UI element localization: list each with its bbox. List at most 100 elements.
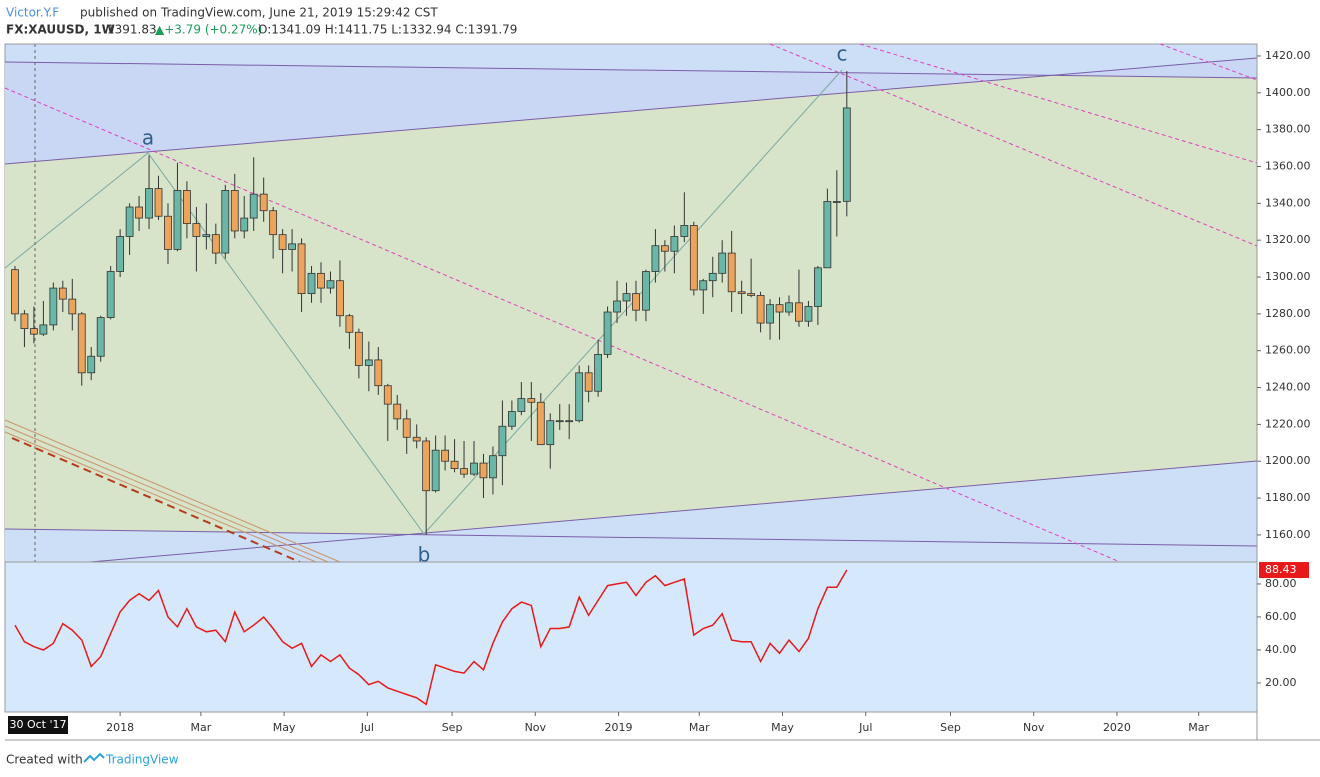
candle-body	[689, 225, 698, 291]
dashed-line	[4, 87, 1121, 563]
candle-body	[125, 206, 134, 237]
x-tick-label: Sep	[442, 721, 463, 734]
x-tick-label: Sep	[940, 721, 961, 734]
channel-fill	[5, 58, 1257, 562]
candle-body	[613, 300, 621, 313]
candle-body	[278, 234, 287, 250]
candle-body	[145, 188, 153, 219]
candle-body	[565, 420, 574, 423]
candle-body	[680, 225, 689, 237]
candle-body	[708, 272, 717, 282]
candle-body	[317, 272, 325, 289]
candle-body	[164, 215, 172, 250]
x-tick-label: 2020	[1103, 721, 1131, 734]
candle-body	[642, 271, 650, 311]
published: published on TradingView.com, June 21, 2…	[80, 6, 438, 20]
trend-line	[89, 460, 1258, 563]
candle-body	[106, 271, 115, 318]
x-tick-label: May	[771, 721, 794, 734]
x-tick-label: Mar	[190, 721, 211, 734]
fan-line	[4, 431, 317, 563]
candle-body	[422, 440, 431, 492]
y-tick-label: 1280.00	[1265, 307, 1311, 320]
candle-body	[737, 291, 746, 295]
candle-body	[622, 293, 631, 302]
footer-brand[interactable]: TradingView	[105, 753, 179, 767]
candle-body	[584, 372, 593, 392]
candle-body	[135, 206, 143, 219]
ohlc: O:1341.09 H:1411.75 L:1332.94 C:1391.79	[258, 23, 517, 37]
y-tick-label: 20.00	[1265, 676, 1297, 689]
candle-body	[527, 398, 536, 403]
dashed-line	[859, 43, 1258, 164]
candle-body	[11, 269, 19, 315]
candle-body	[30, 328, 38, 335]
candle-body	[307, 272, 316, 295]
y-tick-label: 1160.00	[1265, 528, 1311, 541]
candle-body	[489, 455, 497, 479]
candle-body	[814, 267, 822, 307]
candle-body	[202, 234, 211, 237]
y-tick-label: 40.00	[1265, 643, 1297, 656]
dashed-line	[769, 43, 1258, 247]
candle-body	[660, 245, 669, 252]
y-tick-label: 1180.00	[1265, 491, 1311, 504]
candle-body	[517, 398, 526, 412]
y-tick-label: 60.00	[1265, 610, 1297, 623]
candle-body	[49, 287, 58, 326]
candle-body	[804, 306, 813, 322]
candle-body	[832, 201, 841, 203]
x-tick-label: Jul	[858, 721, 872, 734]
candle-body	[555, 420, 564, 423]
footer-created: Created with	[6, 753, 83, 767]
candle-body	[651, 245, 660, 272]
logo	[83, 752, 105, 763]
x-tick-label: Nov	[525, 721, 547, 734]
candle-body	[211, 234, 220, 254]
candle-body	[546, 420, 555, 446]
bottom-band	[5, 529, 1257, 562]
x-tick-label: 2018	[106, 721, 134, 734]
candle-body	[269, 210, 278, 236]
candle-body	[785, 302, 793, 313]
crosshair-box	[8, 716, 68, 734]
candle-body	[259, 193, 268, 212]
candle-body	[727, 252, 736, 293]
candle-body	[699, 280, 708, 291]
candle-body	[479, 462, 488, 479]
candle-body	[747, 293, 756, 296]
candle-body	[766, 304, 774, 324]
candle-body	[402, 418, 411, 438]
wave-label: a	[142, 126, 154, 150]
y-tick-label: 1220.00	[1265, 417, 1311, 430]
candle-body	[77, 313, 86, 374]
fan-line	[4, 419, 341, 563]
candle-body	[192, 223, 201, 237]
x-tick-label: 2019	[605, 721, 633, 734]
y-tick-label: 1420.00	[1265, 49, 1311, 62]
candle-body	[823, 201, 832, 269]
candle-body	[460, 468, 468, 475]
trend-line	[4, 61, 1258, 79]
candle-body	[183, 190, 191, 225]
candle-body	[536, 401, 545, 446]
wave-label: b	[418, 543, 431, 567]
candle-body	[670, 236, 679, 252]
last-value-label: 88.43	[1265, 563, 1297, 576]
symbol: FX:XAUUSD, 1W	[6, 23, 115, 37]
dashed-line	[1159, 43, 1258, 81]
candle-body	[345, 315, 354, 333]
candle-body	[230, 190, 239, 232]
candle-body	[288, 243, 296, 250]
candle-body	[364, 359, 373, 366]
x-tick-label: Nov	[1023, 721, 1045, 734]
y-tick-label: 1400.00	[1265, 86, 1311, 99]
candle-body	[68, 298, 77, 315]
author[interactable]: Victor.Y.F	[6, 6, 59, 20]
dashed-fan	[11, 437, 301, 563]
candle-body	[498, 425, 507, 457]
candle-body	[594, 353, 603, 392]
candle-body	[507, 411, 516, 427]
candle-body	[374, 359, 383, 387]
